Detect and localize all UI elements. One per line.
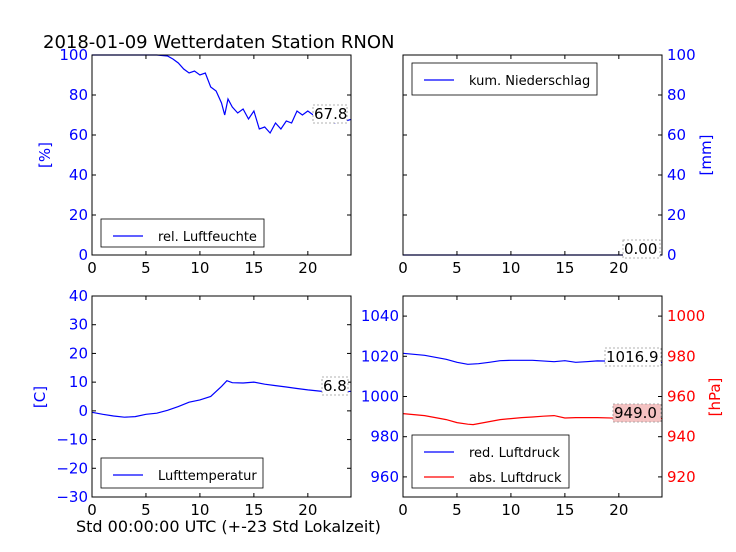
legend-box: [100, 457, 264, 489]
value-annotation: 949.0: [614, 404, 657, 422]
y-tick-label: −20: [56, 459, 88, 477]
y-tick-label: 100: [667, 46, 696, 64]
y-tick-label: 40: [69, 166, 88, 184]
value-annotation-box: [612, 403, 662, 423]
value-annotation-box: [604, 347, 662, 367]
y-axis-label: [mm]: [697, 135, 715, 176]
x-tick-label: 15: [244, 501, 263, 519]
y-tick-label: 960: [667, 388, 696, 406]
temperature-chart: 0 5 10 15 20 −30 −20 −10 0 10 20 30 40 [C] Lufttempera…: [31, 287, 352, 519]
legend-label: rel. Luftfeuchte: [158, 230, 257, 245]
legend-label: kum. Niederschlag: [469, 74, 590, 89]
value-annotation-box: [622, 239, 661, 259]
y-tick-label: 940: [667, 428, 696, 446]
pressure-chart: 0 5 10 15 20 960 980 1000 1020 1040 920 940 960 980 10…: [361, 295, 724, 519]
y-tick-label: −30: [56, 488, 88, 506]
value-annotation: 6.8: [323, 377, 347, 395]
y-tick-label: 20: [69, 344, 88, 362]
figure-title: 2018-01-09 Wetterdaten Station RNON: [43, 32, 394, 53]
y-tick-label: 20: [69, 206, 88, 224]
plot-frame: [402, 54, 663, 256]
x-tick-label: 20: [298, 501, 317, 519]
y-tick-label: 0: [78, 402, 88, 420]
value-annotation: 67.8: [314, 105, 347, 123]
x-tick-label: 15: [555, 501, 574, 519]
y-tick-label: 20: [667, 206, 686, 224]
y-tick-label: 960: [370, 468, 399, 486]
y-tick-label: 30: [69, 316, 88, 334]
x-tick-label: 5: [452, 259, 462, 277]
y-tick-label: 1040: [361, 307, 399, 325]
legend-label: Lufttemperatur: [158, 469, 257, 484]
x-tick-label: 15: [555, 259, 574, 277]
y-tick-label: 80: [69, 86, 88, 104]
x-tick-label: 5: [141, 501, 151, 519]
y-tick-label: 980: [370, 428, 399, 446]
x-tick-label: 10: [501, 259, 520, 277]
y-tick-label: 1000: [667, 307, 705, 325]
y-tick-label: 80: [667, 86, 686, 104]
x-tick-label: 5: [452, 501, 462, 519]
y-tick-label: 0: [78, 246, 88, 264]
y-tick-label: 40: [667, 166, 686, 184]
y-tick-label: 60: [667, 126, 686, 144]
x-tick-label: 10: [501, 501, 520, 519]
y-tick-label: 40: [69, 287, 88, 305]
x-tick-label: 0: [87, 259, 97, 277]
legend-box: [411, 62, 598, 96]
x-tick-label: 20: [609, 501, 628, 519]
y-tick-label: 0: [667, 246, 677, 264]
x-tick-label: 0: [398, 501, 408, 519]
x-tick-label: 0: [87, 501, 97, 519]
x-tick-label: 0: [398, 259, 408, 277]
y-tick-label: 100: [59, 46, 88, 64]
y-tick-label: 1020: [361, 347, 399, 365]
y-tick-label: −10: [56, 431, 88, 449]
x-tick-label: 10: [190, 501, 209, 519]
x-tick-label: 20: [609, 259, 628, 277]
legend-label: abs. Luftdruck: [469, 471, 562, 486]
legend-label: red. Luftdruck: [469, 446, 560, 461]
legend-box: [411, 434, 570, 489]
y-axis-label: [hPa]: [706, 378, 724, 417]
y-axis-label: [C]: [31, 386, 49, 408]
x-tick-label: 10: [190, 259, 209, 277]
y-axis-label: [%]: [36, 142, 54, 168]
plot-frame: [91, 295, 352, 498]
time-axis-label: Std 00:00:00 UTC (+-23 Std Lokalzeit): [76, 517, 381, 536]
value-annotation-box: [321, 376, 349, 396]
series-line: [91, 379, 352, 418]
x-tick-label: 20: [298, 259, 317, 277]
legend-box: [100, 218, 265, 248]
value-annotation-box: [312, 104, 348, 124]
series-line: [402, 352, 663, 365]
y-tick-label: 60: [69, 126, 88, 144]
y-tick-label: 920: [667, 468, 696, 486]
y-tick-label: 1000: [361, 388, 399, 406]
plot-frame: [91, 54, 352, 256]
value-annotation: 0.00: [624, 240, 657, 258]
x-tick-label: 15: [244, 259, 263, 277]
precipitation-chart: 0 5 10 15 20 0 20 40 60 80 100 [mm] kum. Niederschla…: [398, 46, 715, 277]
y-tick-label: 980: [667, 347, 696, 365]
humidity-chart: 0 5 10 15 20 0 20 40 60 80 100 [%] rel. Luftfeuchte 6…: [36, 46, 352, 277]
x-tick-label: 5: [141, 259, 151, 277]
series-line: [92, 54, 352, 135]
y-tick-label: 10: [69, 373, 88, 391]
value-annotation: 1016.9: [606, 348, 659, 366]
series-line: [402, 413, 663, 426]
